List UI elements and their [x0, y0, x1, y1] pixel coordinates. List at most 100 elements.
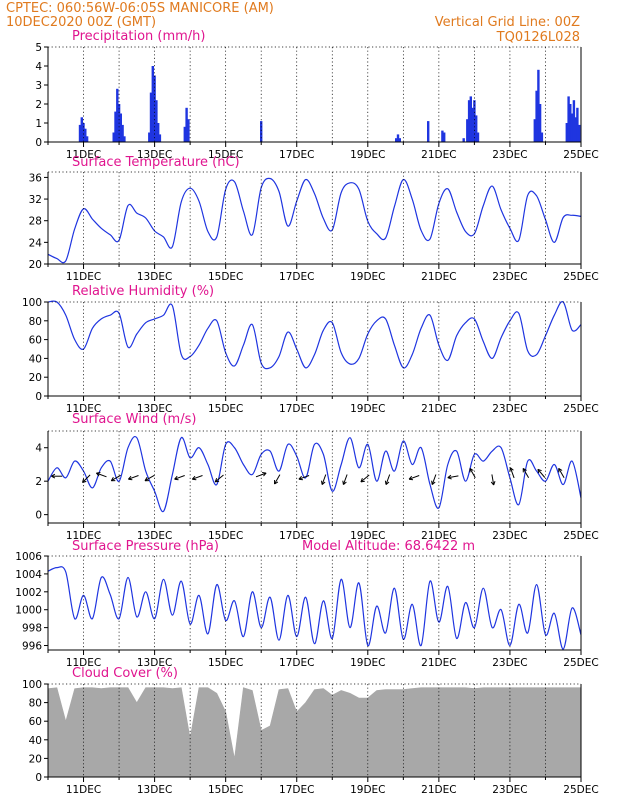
precip-bar [80, 117, 83, 142]
precip-bar [570, 113, 574, 142]
x-tick-label: 25DEC [563, 149, 598, 161]
wind-arrow-shaft [537, 468, 546, 478]
precip-bar [427, 121, 430, 142]
y-tick-label: 24 [29, 237, 43, 249]
x-tick-label: 17DEC [279, 657, 314, 669]
wind-arrow-shaft [82, 474, 91, 483]
wind-arrow-shaft [360, 474, 370, 483]
x-tick-label: 21DEC [421, 149, 456, 161]
wind-arrow [522, 467, 530, 478]
precip-bar [151, 66, 154, 142]
wind-arrow [82, 474, 91, 483]
wind-arrow-head [431, 481, 436, 485]
panel-title: Surface Temperature (nC) [72, 155, 240, 170]
precip-bar [185, 107, 188, 142]
wind-arrow [110, 474, 121, 482]
panel-grid [83, 302, 546, 396]
precip-bar [540, 132, 544, 142]
x-tick-label: 11DEC [66, 657, 101, 669]
y-tick-label: 80 [29, 698, 42, 710]
y-tick-label: 998 [22, 623, 42, 635]
wind-arrow [537, 468, 546, 478]
wind-arrow [214, 474, 224, 483]
x-tick-label: 17DEC [279, 403, 314, 415]
y-tick-label: 60 [29, 716, 42, 728]
wind-arrow-shaft [342, 474, 348, 485]
wind-arrow-shaft [491, 474, 495, 486]
y-tick-label: 28 [29, 216, 42, 228]
y-tick-label: 1000 [15, 605, 42, 617]
x-tick-label: 15DEC [208, 784, 243, 796]
precip-bar [535, 90, 538, 142]
wind-arrow [408, 475, 420, 481]
x-tick-label: 11DEC [66, 530, 101, 542]
wind-arrow-shaft [431, 474, 437, 485]
precip-bar [537, 69, 540, 142]
panel-title: Cloud Cover (%) [72, 666, 178, 681]
wind-arrow-head [96, 472, 101, 474]
wind-arrow-shaft [321, 474, 327, 485]
precip-bar [578, 124, 581, 142]
precip-bar [148, 132, 151, 142]
wind-arrow-head [174, 478, 179, 481]
wind-arrow [490, 474, 496, 486]
wind-arrow-head [537, 468, 542, 472]
wind-arrow [174, 475, 185, 481]
wind-arrow-shaft [174, 475, 185, 480]
panel-data [47, 177, 582, 264]
y-tick-label: 20 [29, 372, 42, 384]
wind-arrow-head [409, 478, 414, 481]
panel-2: Surface Temperature (nC) 20 24 28 32 36 11DEC 1… [29, 155, 599, 283]
wind-arrow [96, 472, 107, 478]
x-tick-label: 23DEC [492, 657, 527, 669]
wind-arrow-head [431, 480, 433, 485]
precip-bar [572, 100, 576, 142]
wind-arrow-head [128, 478, 133, 481]
x-tick-label: 13DEC [137, 657, 172, 669]
wind-arrow-head [522, 467, 527, 471]
precip-bar [441, 130, 444, 142]
wind-arrow-shaft [558, 468, 565, 478]
wind-arrow-head [298, 475, 302, 480]
wind-arrow-shaft [96, 472, 107, 478]
wind-arrow-head [274, 481, 279, 485]
x-tick-label: 17DEC [279, 149, 314, 161]
panel-data [47, 566, 582, 650]
precip-bar [569, 104, 572, 142]
x-tick-label: 13DEC [137, 149, 172, 161]
wind-arrow-head [447, 477, 452, 480]
y-tick-label: 20 [29, 259, 42, 271]
panel-4: Surface Wind (m/s) 0 2 4 11DEC 13DEC 15DEC 17DE… [35, 412, 598, 542]
precip-bar [158, 134, 162, 142]
y-tick-label: 4 [35, 443, 42, 455]
y-tick-label: 0 [35, 772, 42, 784]
series-line [47, 566, 582, 650]
wind-arrow-head [51, 473, 56, 477]
precip-bar [85, 136, 89, 142]
wind-arrow-head [192, 478, 197, 481]
y-tick-label: 996 [22, 641, 42, 653]
panel-title: Precipitation (mm/h) [72, 29, 205, 44]
y-tick-label: 1 [35, 118, 42, 130]
x-tick-label: 21DEC [421, 403, 456, 415]
x-tick-label: 11DEC [66, 271, 101, 283]
x-tick-label: 25DEC [563, 271, 598, 283]
panel-data [47, 300, 582, 370]
panel-title: Surface Wind (m/s) [72, 412, 196, 427]
x-tick-label: 21DEC [421, 271, 456, 283]
y-tick-label: 3 [35, 80, 42, 92]
wind-arrow [51, 473, 63, 479]
wind-arrow-head [174, 475, 178, 480]
x-tick-label: 23DEC [492, 530, 527, 542]
precip-bar [574, 117, 577, 142]
panel-title: Surface Pressure (hPa) [72, 539, 219, 554]
precip-bar [260, 121, 263, 142]
x-tick-label: 19DEC [350, 403, 385, 415]
wind-arrow [360, 474, 370, 483]
precip-bar [471, 107, 474, 142]
x-tick-label: 15DEC [208, 530, 243, 542]
x-tick-label: 13DEC [137, 784, 172, 796]
x-tick-label: 11DEC [66, 403, 101, 415]
wind-arrow-head [82, 480, 87, 483]
panel-6: Cloud Cover (%) 0 20 40 60 80 100 11DEC 13DEC 15D… [22, 666, 599, 796]
